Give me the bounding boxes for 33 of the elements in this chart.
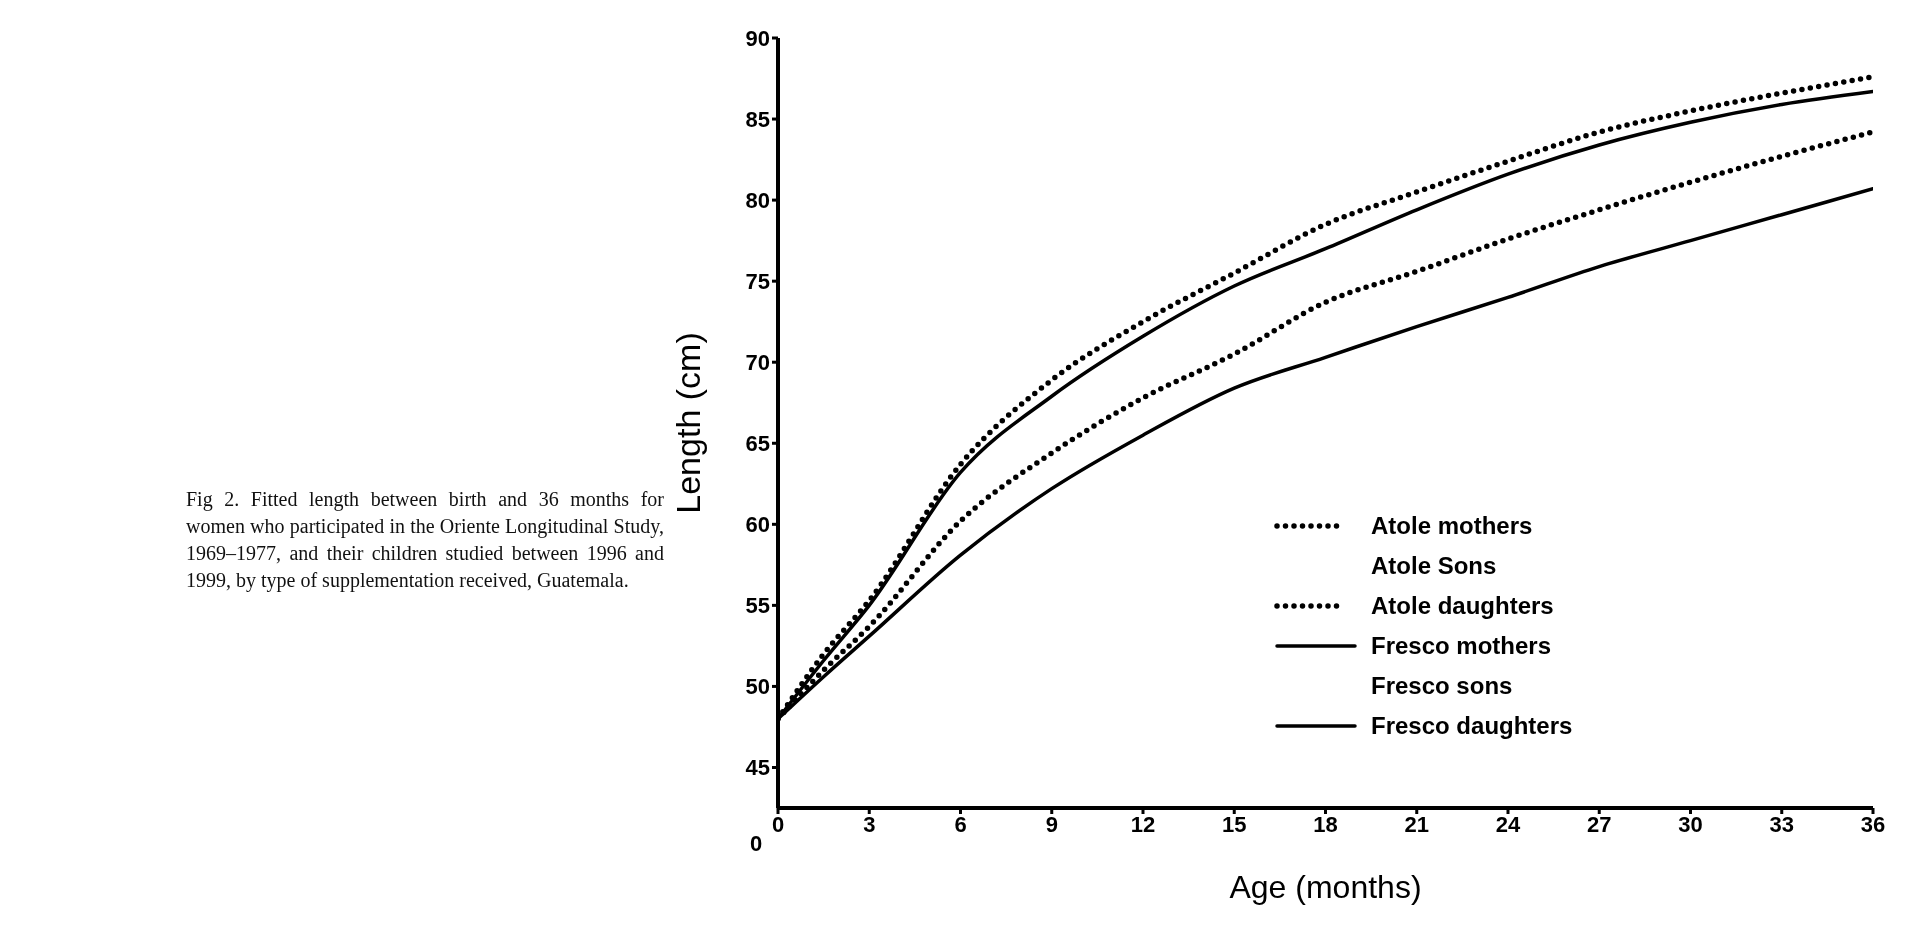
x-tick-label: 24 [1495,811,1521,837]
legend-label: Fresco mothers [1371,631,1552,661]
legend-label: Fresco daughters [1371,711,1573,741]
x-tick-label: 9 [1045,811,1058,837]
y-tick-label: 90 [745,25,770,51]
x-tick-label: 3 [863,811,876,837]
x-tick-label: 18 [1313,811,1338,837]
y-tick-label: 75 [745,268,770,294]
x-tick-label: 15 [1222,811,1247,837]
x-tick-label: 21 [1404,811,1429,837]
x-tick-label: 33 [1769,811,1794,837]
x-tick-label: 30 [1678,811,1703,837]
y-tick-label: 60 [745,512,770,538]
legend-label: Atole daughters [1371,591,1554,621]
text: Fresco sons [1371,671,1513,701]
x-tick-label: 36 [1860,811,1886,837]
y-axis-title: Length (cm) [669,332,708,514]
legend-label: Atole mothers [1371,511,1533,541]
y-tick-label: 80 [745,187,770,213]
text: Atole Sons [1371,551,1497,581]
y-tick-label: 55 [745,593,770,619]
x-tick-label: 0 [771,811,785,837]
y-tick-label: 70 [745,350,770,376]
y-tick-label: 65 [745,431,770,457]
text: Fig 2. Fitted length between birth and 36 months for women who participated in the Oriente Longitudinal Study, 1969–1977, and their children studied between 1996 and 1999, by type of supplementation received, Guatemala. [186,487,664,594]
x-tick-label: 6 [954,811,967,837]
x-tick-label: 12 [1130,811,1156,837]
x-axis-title: Age (months) [1229,869,1422,905]
text: 0 [750,831,763,857]
y-tick-label: 50 [745,674,770,700]
x-tick-label: 27 [1587,811,1612,837]
y-tick-label: 85 [745,106,770,132]
y-tick-label: 45 [745,755,770,781]
